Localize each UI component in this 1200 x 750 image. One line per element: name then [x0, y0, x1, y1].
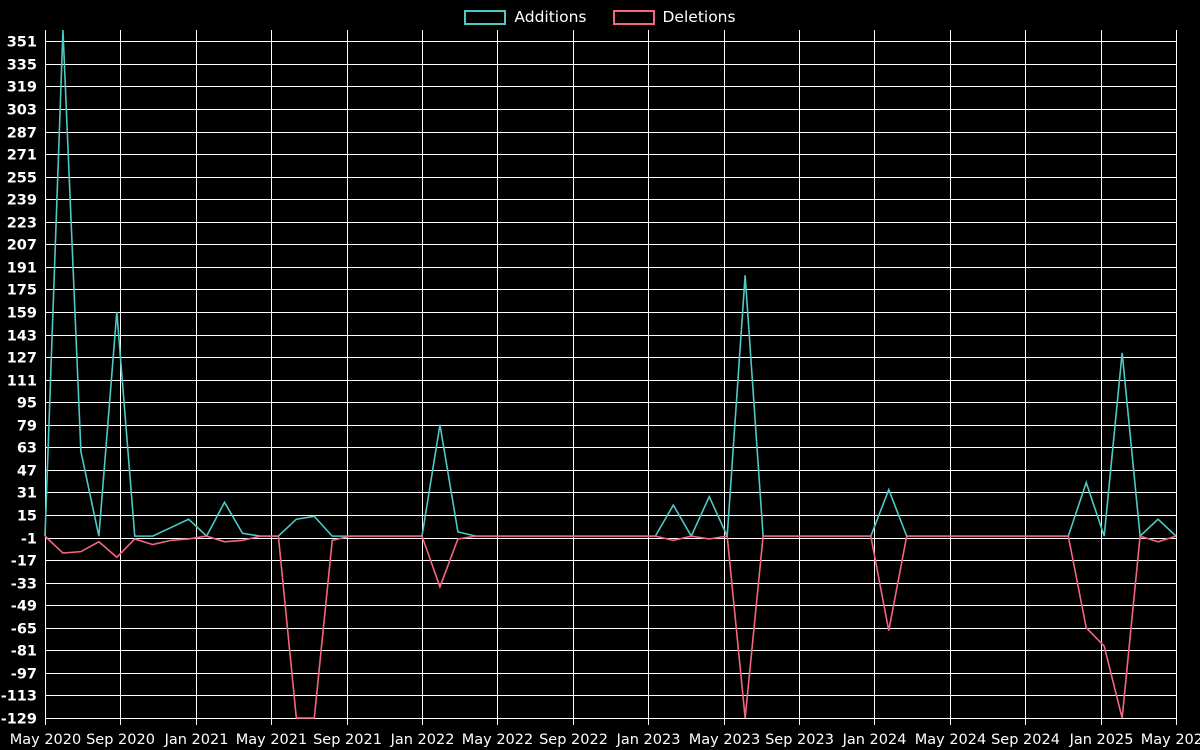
y-tick-label: 351: [7, 35, 37, 51]
x-tick-label: May 2021: [236, 732, 308, 748]
y-tick-label: 287: [7, 126, 37, 142]
chart-legend: Additions Deletions: [0, 0, 1200, 34]
series-line-additions: [44, 29, 1177, 538]
y-tick-label: 143: [7, 329, 37, 345]
y-tick-label: -65: [11, 622, 37, 638]
x-tick-label: May 2020: [10, 732, 82, 748]
y-tick-label: 47: [17, 464, 37, 480]
y-tick-label: 335: [7, 58, 37, 74]
x-tick-label: May 2022: [462, 732, 534, 748]
y-tick-label: 319: [7, 80, 37, 96]
legend-entry-additions[interactable]: Additions: [464, 8, 587, 26]
y-tick-label: -129: [1, 712, 37, 728]
legend-label-additions: Additions: [514, 8, 587, 26]
x-tick-label: Jan 2025: [1069, 732, 1134, 748]
y-tick-label: 31: [17, 486, 37, 502]
y-tick-label: 127: [7, 351, 37, 367]
x-tick-label: Jan 2021: [164, 732, 229, 748]
y-tick-label: 111: [7, 374, 37, 390]
y-tick-label: -113: [1, 689, 37, 705]
y-tick-label: -1: [21, 532, 37, 548]
y-tick-label: 223: [7, 216, 37, 232]
x-tick-label: Sep 2021: [313, 732, 382, 748]
legend-swatch-additions: [464, 9, 507, 25]
y-tick-label: -97: [11, 667, 37, 683]
x-tick-label: Sep 2024: [991, 732, 1060, 748]
y-tick-label: 255: [7, 171, 37, 187]
x-tick-label: May 2023: [689, 732, 761, 748]
y-tick-label: 207: [7, 238, 37, 254]
y-tick-label: 191: [7, 261, 37, 277]
x-tick-label: Sep 2020: [86, 732, 155, 748]
y-tick-label: 159: [7, 306, 37, 322]
x-tick-label: Jan 2023: [616, 732, 681, 748]
series-line-deletions: [44, 535, 1177, 719]
x-tick-label: Jan 2022: [390, 732, 455, 748]
x-tick-label: May 2024: [915, 732, 987, 748]
y-tick-label: 15: [17, 509, 37, 525]
legend-swatch-deletions: [612, 9, 655, 25]
y-tick-label: -49: [11, 599, 37, 615]
y-tick-label: 79: [17, 419, 37, 435]
legend-label-deletions: Deletions: [662, 8, 736, 26]
y-tick-label: 303: [7, 103, 37, 119]
y-tick-label: 239: [7, 193, 37, 209]
y-tick-label: 63: [17, 441, 37, 457]
y-tick-label: 175: [7, 283, 37, 299]
y-tick-label: -17: [11, 554, 37, 570]
x-tick-label: Jan 2024: [842, 732, 907, 748]
x-tick-label: Sep 2023: [765, 732, 834, 748]
x-tick-label: Sep 2022: [539, 732, 608, 748]
legend-entry-deletions[interactable]: Deletions: [612, 8, 736, 26]
y-tick-label: -33: [11, 577, 37, 593]
x-tick-label: May 2025: [1141, 732, 1200, 748]
y-tick-label: 271: [7, 148, 37, 164]
y-tick-label: 95: [17, 396, 37, 412]
y-tick-label: -81: [11, 644, 37, 660]
